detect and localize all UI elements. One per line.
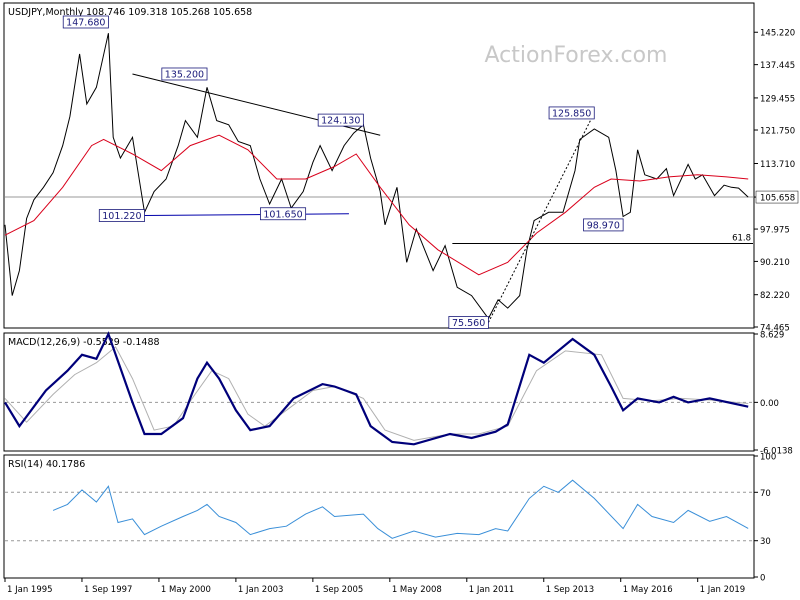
x-tick-label: 1 Sep 2005 (315, 585, 363, 595)
annotation-label: 147.680 (66, 17, 105, 28)
x-tick-label: 1 Sep 2013 (546, 585, 594, 595)
price-y-tick-label: 82.220 (760, 291, 790, 301)
watermark: ActionForex.com (485, 43, 668, 68)
rsi-series-rsi (52, 479, 749, 539)
annotation-box (62, 15, 109, 29)
price-y-tick-label: 129.455 (760, 94, 795, 104)
price-y-tick-label: 137.445 (760, 61, 795, 71)
rsi-y-axis: 100 70 30 0 (754, 453, 776, 584)
annotation-box (317, 113, 364, 127)
price-y-tick-label: 97.975 (760, 226, 790, 236)
x-tick-label: 1 Jan 2011 (469, 585, 515, 595)
annotation-label: 101.220 (102, 211, 141, 222)
x-tick-label: 1 May 2016 (623, 585, 673, 595)
price-panel-title: USDJPY,Monthly (8, 7, 84, 18)
price-y-axis: 145.220 137.445 129.455 121.750 113.710 105.6… (754, 29, 799, 334)
annotation-label: 124.130 (321, 116, 360, 127)
annotation-label: 101.650 (263, 209, 302, 220)
price-y-tick-label: 113.710 (760, 160, 795, 170)
macd-y-tick-label: 8.629 (760, 331, 784, 341)
current-price-box (755, 190, 799, 204)
rsi-y-tick-label: 100 (760, 453, 776, 463)
annotation-box (260, 207, 307, 221)
x-tick-label: 1 Jan 1995 (7, 585, 53, 595)
rsi-panel-title: RSI(14) 40.1786 (8, 459, 85, 470)
annotation-label: 98.970 (587, 220, 620, 231)
trendline-support (144, 213, 349, 217)
price-annotations: 147.680 135.200 124.130 101.220 101.650 75.56… (62, 15, 751, 329)
price-series (4, 33, 749, 320)
x-tick-label: 1 Jan 2019 (700, 585, 746, 595)
rsi-panel-frame (3, 454, 755, 579)
x-tick-label: 1 Jan 2003 (238, 585, 284, 595)
price-ohlc-label: 108.746 109.318 105.268 105.658 (86, 7, 252, 18)
price-y-tick-label: 145.220 (760, 29, 795, 39)
trendline-trend (487, 112, 595, 323)
annotation-box (548, 106, 595, 120)
annotation-box (98, 209, 145, 222)
annotation-box (161, 67, 208, 81)
x-axis: 1 Jan 1995 1 Sep 1997 1 May 2000 1 Jan 2003… (4, 578, 746, 595)
fibonacci-label: 61.8 (732, 234, 751, 244)
price-y-tick-label: 105.658 (760, 194, 795, 204)
rsi-y-tick-label: 30 (760, 537, 771, 547)
annotation-box (448, 316, 489, 329)
macd-y-axis: 8.629 0.00 -6.0138 (754, 331, 793, 457)
macd-series-macd (4, 331, 749, 446)
rsi-y-tick-label: 0 (760, 574, 765, 584)
price-y-tick-label: 121.750 (760, 127, 795, 137)
x-tick-label: 1 May 2008 (392, 585, 442, 595)
price-y-tick-label: 90.210 (760, 258, 790, 268)
macd-series-signal (4, 346, 749, 441)
x-tick-label: 1 May 2000 (161, 585, 211, 595)
annotation-label: 135.200 (165, 69, 204, 80)
x-tick-label: 1 Sep 1997 (84, 585, 132, 595)
macd-panel-title: MACD(12,26,9) -0.5529 -0.1488 (8, 337, 160, 348)
rsi-series (52, 479, 749, 539)
annotation-box (583, 218, 624, 232)
rsi-y-tick-label: 70 (760, 489, 771, 499)
annotation-label: 125.850 (552, 108, 591, 119)
macd-series (4, 331, 749, 446)
rsi-reference-lines (5, 491, 753, 542)
price-panel-frame (3, 2, 755, 329)
macd-y-tick-label: 0.00 (760, 399, 779, 409)
macd-y-tick-label: -6.0138 (760, 447, 793, 457)
annotation-label: 75.560 (452, 318, 485, 329)
price-y-tick-label: 74.465 (760, 324, 790, 334)
price-series-moving-average (4, 134, 749, 276)
macd-panel-frame (3, 332, 755, 452)
